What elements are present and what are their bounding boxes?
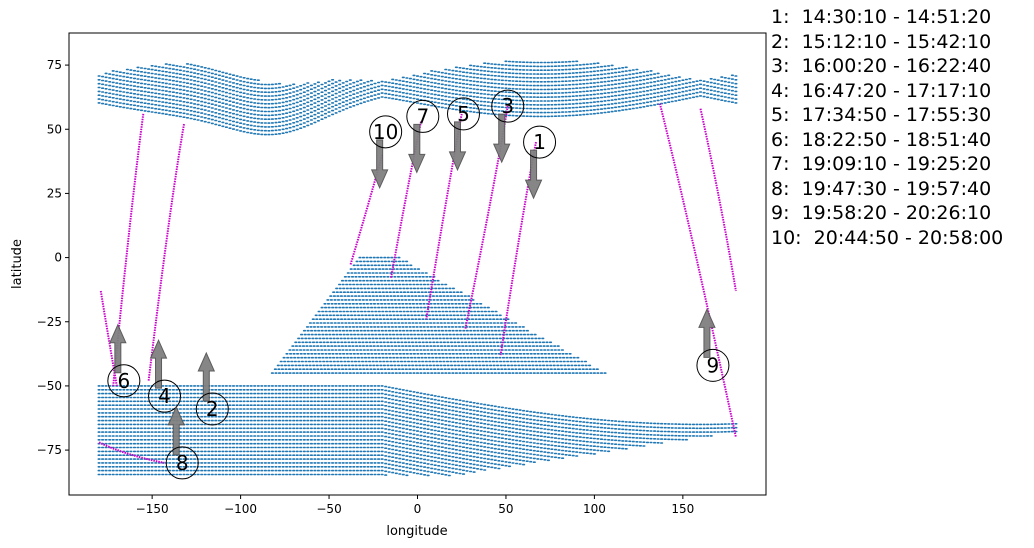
track-marker: 7: [406, 99, 440, 174]
marker-circle: [148, 379, 182, 413]
track-marker: 1: [523, 125, 557, 200]
track-marker: 9: [696, 308, 730, 382]
x-tick-label: −50: [316, 502, 341, 516]
marker-label: 3: [501, 94, 514, 118]
marker-label: 6: [117, 369, 130, 393]
x-tick-label: −150: [136, 502, 169, 516]
track-marker: 10: [369, 115, 403, 190]
track-marker: 3: [491, 89, 525, 164]
track-marker: 6: [107, 323, 141, 398]
y-axis-label: latitude: [10, 239, 25, 289]
track-marker: 8: [165, 405, 199, 480]
y-axis-ticks: −75 −50 −25 0 25 50 75: [37, 58, 69, 457]
marker-circle: [107, 364, 141, 398]
x-tick-label: 150: [671, 502, 694, 516]
direction-arrow: [492, 113, 511, 164]
time-legend-entry: 2: 15:12:10 - 15:42:10: [771, 30, 992, 53]
marker-label: 5: [457, 102, 470, 126]
y-tick-label: 25: [47, 186, 62, 200]
marker-circle: [491, 89, 525, 123]
y-tick-label: 50: [47, 122, 62, 136]
direction-arrow: [167, 405, 185, 456]
marker-label: 8: [176, 451, 189, 475]
track-line: [390, 121, 422, 279]
direction-arrow: [408, 123, 426, 174]
track-line: [98, 441, 165, 464]
y-tick-label: 75: [47, 58, 62, 72]
time-legend-entry: 8: 19:47:30 - 19:57:40: [771, 177, 992, 200]
direction-arrow: [370, 139, 389, 190]
time-legend-entry: 6: 18:22:50 - 18:51:40: [771, 128, 992, 151]
marker-label: 9: [707, 353, 720, 377]
x-axis-label: longitude: [386, 524, 447, 539]
direction-arrow: [698, 308, 716, 358]
x-tick-label: 0: [414, 502, 422, 516]
x-tick-label: 50: [498, 502, 513, 516]
time-legend-entry: 10: 20:44:50 - 20:58:00: [771, 226, 1004, 249]
time-legend-entry: 1: 14:30:10 - 14:51:20: [771, 6, 992, 28]
track-line: [658, 103, 737, 438]
marker-label: 7: [416, 104, 429, 128]
track-line: [349, 154, 384, 266]
time-legend-entry: 5: 17:34:50 - 17:55:30: [771, 104, 992, 126]
marker-label: 10: [373, 120, 398, 144]
marker-circle: [369, 115, 403, 149]
y-tick-label: 0: [54, 251, 62, 265]
track-line: [147, 123, 185, 381]
direction-arrow: [109, 323, 127, 374]
x-tick-label: −100: [224, 502, 257, 516]
direction-arrow: [448, 121, 467, 172]
ground-track-grid: [97, 60, 738, 477]
time-legend-entry: 7: 19:09:10 - 19:25:20: [771, 153, 992, 175]
marker-circle: [406, 99, 440, 133]
y-tick-label: −75: [37, 443, 62, 457]
track-line: [99, 290, 118, 387]
x-tick-label: 100: [583, 502, 606, 516]
grid-points: [97, 60, 738, 477]
track-line: [699, 108, 737, 292]
marker-circle: [195, 392, 229, 426]
marker-circle: [523, 125, 557, 159]
track-markers: 1 2 3 4 5 6 7 8 9 10: [107, 89, 730, 480]
marker-label: 2: [206, 397, 219, 421]
time-legend-entry: 9: 19:58:20 - 20:26:10: [771, 202, 992, 224]
time-legend: 1: 14:30:10 - 14:51:20 2: 15:12:10 - 15:4…: [771, 5, 1003, 250]
x-axis-ticks: −150 −100 −50 0 50 100 150: [136, 495, 694, 516]
marker-label: 1: [533, 130, 546, 154]
direction-arrow: [149, 338, 168, 389]
track-marker: 4: [148, 338, 182, 413]
marker-circle: [696, 348, 730, 382]
y-tick-label: −25: [37, 315, 62, 329]
track-line: [499, 141, 537, 356]
track-marker: 5: [446, 97, 480, 172]
time-legend-entry: 3: 16:00:20 - 16:22:40: [771, 55, 992, 77]
time-legend-entry: 4: 16:47:20 - 17:17:10: [771, 79, 992, 102]
marker-circle: [446, 97, 480, 131]
marker-label: 4: [158, 384, 171, 408]
y-tick-label: −50: [37, 379, 62, 393]
direction-arrow: [197, 351, 216, 402]
marker-circle: [165, 446, 199, 480]
track-marker: 2: [195, 351, 229, 426]
track-line: [112, 113, 145, 386]
direction-arrow: [524, 149, 543, 200]
